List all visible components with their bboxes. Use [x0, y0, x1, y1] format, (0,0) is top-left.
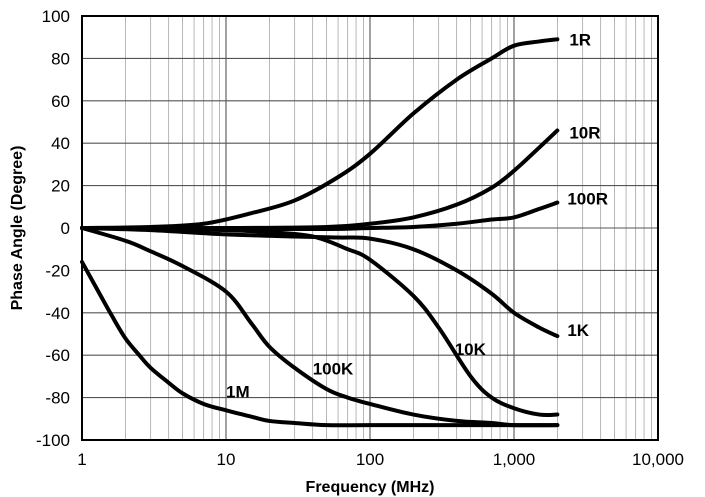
y-tick-label: 100 [42, 7, 70, 26]
plot-frame [81, 15, 659, 441]
series-line-1k [80, 226, 560, 339]
x-tick-label: 100 [356, 450, 384, 469]
y-tick-label: 60 [51, 92, 70, 111]
series-label-1k: 1K [567, 321, 589, 340]
series-label-1r: 1R [569, 30, 591, 49]
y-tick-label: 0 [61, 219, 70, 238]
y-tick-label: -80 [45, 389, 70, 408]
series-line-10r [80, 128, 560, 231]
series-label-1m: 1M [226, 383, 250, 402]
series-label-100k: 100K [313, 359, 354, 378]
y-tick-label: -100 [36, 431, 70, 450]
series-label-100r: 100R [567, 190, 608, 209]
y-tick-label: 40 [51, 134, 70, 153]
y-tick-label: 20 [51, 177, 70, 196]
series-labels: 1R 10R 100R 1K 10K 100K 1M [226, 30, 608, 401]
series-line-10k [80, 226, 560, 418]
y-tick-label: 80 [51, 49, 70, 68]
series-lines [80, 37, 560, 428]
y-axis-title: Phase Angle (Degree) [9, 146, 26, 311]
x-tick-label: 1 [77, 450, 86, 469]
series-line-1r [80, 37, 560, 230]
x-tick-label: 10 [217, 450, 236, 469]
series-label-10r: 10R [569, 123, 600, 142]
x-tick-label: 1,000 [493, 450, 536, 469]
y-tick-label: -40 [45, 304, 70, 323]
x-axis-title: Frequency (MHz) [306, 479, 435, 496]
series-line-100k [80, 226, 560, 428]
series-label-10k: 10K [455, 340, 487, 359]
y-tick-label: -20 [45, 261, 70, 280]
x-tick-label: 10,000 [632, 450, 684, 469]
series-line-1m [80, 259, 560, 428]
y-tick-label: -60 [45, 346, 70, 365]
tick-labels: 1 10 100 1,000 10,000 100 80 60 40 20 0 -20 -40 -60 -8… [36, 7, 684, 469]
